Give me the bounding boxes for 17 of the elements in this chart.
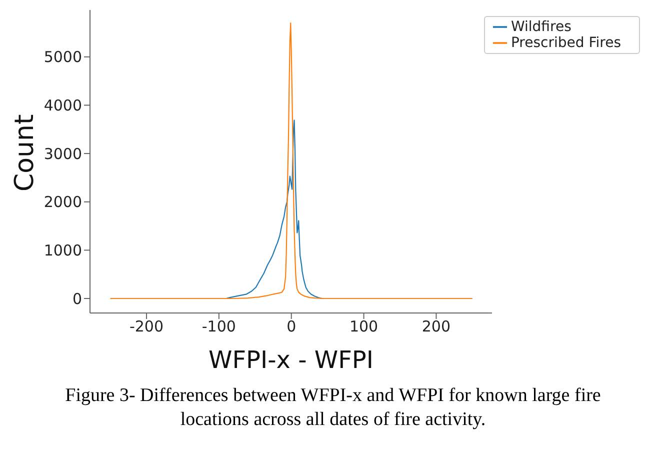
y-tick-label: 3000 [44,144,82,163]
x-axis-title: WFPI-x - WFPI [208,346,374,374]
y-tick-label: 4000 [44,96,82,115]
x-tick-label: 0 [286,318,296,336]
caption: Figure 3- Differences between WFPI-x and WFPI for known large fire locations across all dates of fire activity. [64,384,602,432]
x-tick-label: -200 [129,318,164,336]
y-tick-label: 1000 [44,242,82,260]
x-tick-label: 100 [349,318,378,336]
legend-label: Prescribed Fires [510,35,621,51]
x-tick-label: -100 [202,318,236,336]
x-tick-label: 200 [422,318,451,336]
y-tick-label: 0 [72,290,82,308]
legend-label: Wildfires [510,19,572,35]
line-series [110,22,473,300]
y-tick-label: 5000 [44,48,82,66]
y-tick-label: 2000 [44,193,82,212]
y-axis-title: Count [10,114,40,192]
